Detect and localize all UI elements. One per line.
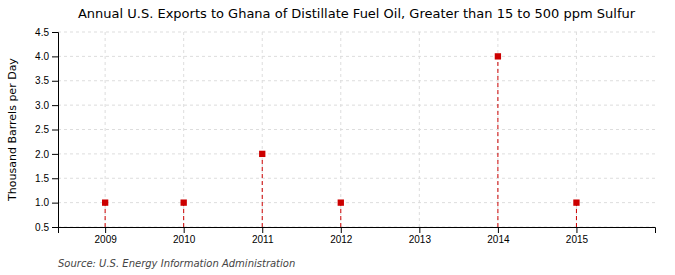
point (338, 199, 344, 205)
grid-line (576, 32, 577, 227)
tick-mark (52, 227, 58, 228)
grid (58, 32, 655, 227)
tick: 2009 (95, 227, 118, 245)
tick-mark (52, 32, 58, 33)
point (495, 53, 501, 59)
tick-label: 2013 (409, 234, 432, 245)
tick-mark (262, 227, 263, 233)
tick: 2015 (566, 227, 589, 245)
stem (497, 56, 498, 227)
grid-line (105, 32, 106, 227)
tick-mark (498, 227, 499, 233)
tick-label: 2.5 (35, 124, 49, 135)
point (573, 199, 579, 205)
tick-label: 1.5 (35, 173, 49, 184)
tick: 2010 (173, 227, 196, 245)
grid-line (262, 32, 263, 227)
tick-mark (52, 154, 58, 155)
title: Annual U.S. Exports to Ghana of Distilla… (78, 6, 636, 21)
tick-mark (576, 227, 577, 233)
tick-mark (52, 130, 58, 131)
grid-line (58, 202, 655, 203)
tick-label: 2011 (252, 234, 274, 245)
point (181, 199, 187, 205)
grid-line (58, 32, 655, 33)
x-axis: 2009 2010 2011 2012 2013 2014 2015 (59, 227, 656, 245)
tick-label: 2009 (95, 234, 118, 245)
tick-mark (184, 227, 185, 233)
chart: 2009 2010 2011 2012 2013 2014 2015 0.5 1.0 1.5 2.0… (0, 0, 675, 275)
tick: 1.0 (35, 197, 58, 208)
tick: 3.5 (35, 75, 58, 86)
grid-line (58, 80, 655, 81)
tick: 0.5 (35, 222, 58, 233)
grid-line (183, 32, 184, 227)
tick-label: 4.0 (35, 51, 49, 62)
tick: 4.0 (35, 51, 58, 62)
tick-label: 3.0 (35, 100, 49, 111)
tick-mark (52, 178, 58, 179)
tick-label: 2.0 (35, 149, 49, 160)
tick-label: 2014 (487, 234, 510, 245)
tick-label: 2012 (330, 234, 353, 245)
tick-mark (52, 203, 58, 204)
stem (340, 203, 341, 227)
y-axis-title: Thousand Barrels per Day (6, 58, 19, 202)
axis-line (52, 33, 59, 228)
point (259, 151, 265, 157)
tick: 1.5 (35, 173, 58, 184)
tick: 3.0 (35, 100, 58, 111)
tick-mark (419, 227, 420, 233)
tick-label: 2015 (566, 234, 589, 245)
grid-line (58, 56, 655, 57)
tick: 2.0 (35, 149, 58, 160)
y-axis: 0.5 1.0 1.5 2.0 2.5 3.0 3.5 4.0 4.5 (35, 27, 58, 233)
tick: 2014 (487, 227, 510, 245)
tick-label: 2010 (173, 234, 196, 245)
grid-line (497, 32, 498, 227)
tick-mark (341, 227, 342, 233)
tick-mark (105, 227, 106, 233)
plot: 2009 2010 2011 2012 2013 2014 2015 0.5 1.0 1.5 2.0… (35, 27, 655, 245)
tick: 4.5 (35, 27, 58, 38)
point (102, 199, 108, 205)
tick: 2013 (409, 227, 432, 245)
stem (576, 203, 577, 227)
grid-line (340, 32, 341, 227)
stem (183, 203, 184, 227)
axis-line (59, 228, 656, 234)
tick-label: 0.5 (35, 222, 49, 233)
tick: 2.5 (35, 124, 58, 135)
stem (262, 154, 263, 227)
grid-line (58, 153, 655, 154)
tick-mark (52, 105, 58, 106)
tick: 2012 (330, 227, 353, 245)
grid-line (58, 178, 655, 179)
marks (102, 53, 580, 227)
grid-line (58, 105, 655, 106)
grid-line (58, 129, 655, 130)
source: Source: U.S. Energy Information Administ… (58, 258, 295, 269)
tick-mark (52, 56, 58, 57)
tick-label: 1.0 (35, 197, 49, 208)
tick-label: 3.5 (35, 75, 49, 86)
tick-mark (52, 81, 58, 82)
stem (105, 203, 106, 227)
tick-label: 4.5 (35, 27, 49, 38)
grid-line (419, 32, 420, 227)
tick: 2011 (252, 227, 274, 245)
